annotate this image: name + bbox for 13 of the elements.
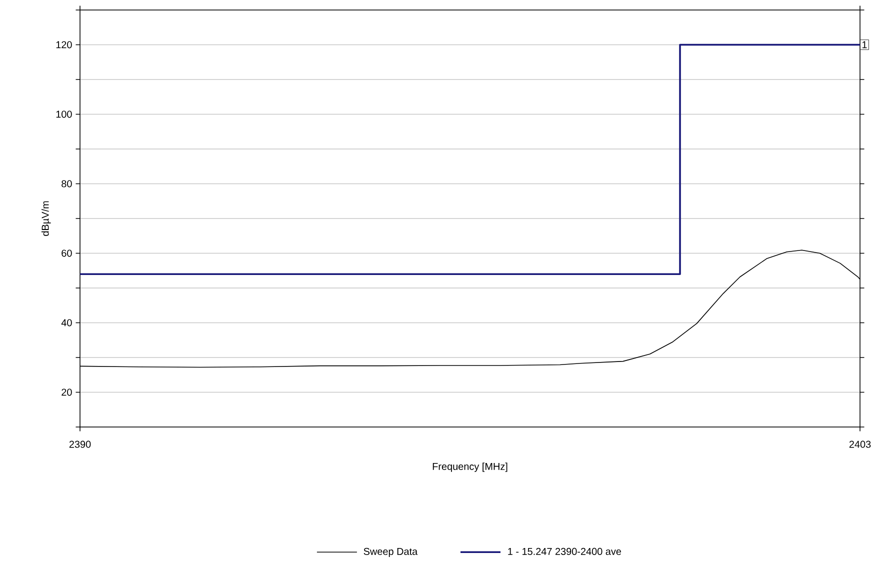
y-tick-label: 80: [62, 180, 72, 188]
annotation: 1: [862, 41, 867, 48]
y-tick-label: 40: [61, 319, 72, 326]
legend-label: 1 - 15.247 2390-2400 ave: [508, 548, 622, 555]
y-tick-label: 100: [56, 110, 72, 118]
y-tick-label: 120: [56, 41, 72, 48]
legend-label: Sweep Data: [364, 548, 418, 557]
y-tick-label: 20: [62, 388, 72, 396]
y-axis-title: dBµV/m: [41, 201, 51, 236]
x-tick-label: 2403: [849, 440, 871, 448]
x-axis-title: Frequency [MHz]: [432, 462, 508, 472]
y-tick-label: 60: [62, 250, 72, 257]
x-tick-label: 2390: [69, 440, 91, 448]
